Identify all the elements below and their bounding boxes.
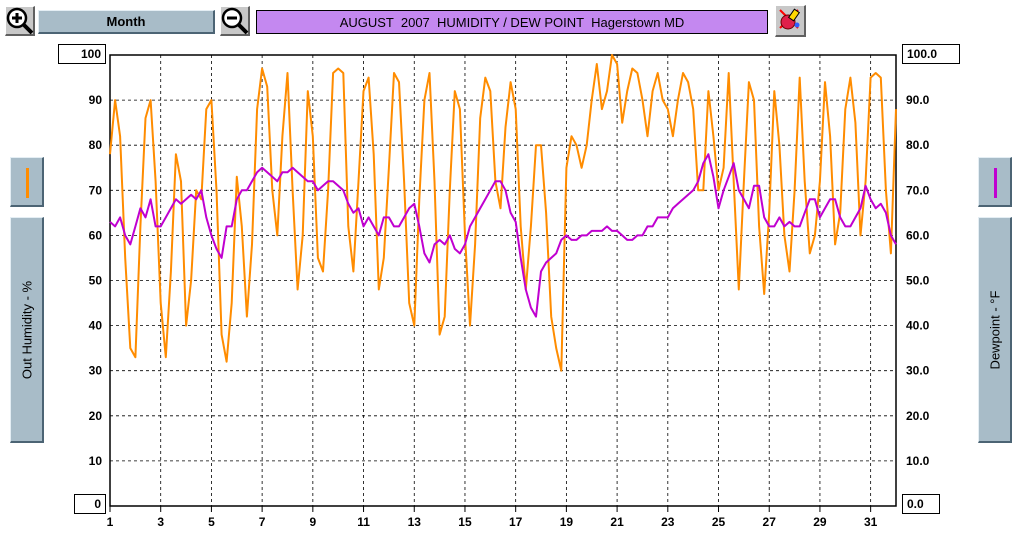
zoom-in-icon [6, 7, 34, 35]
y2-tick-label-90.0: 90.0 [906, 93, 930, 107]
left-axis-label-button[interactable]: Out Humidity - % [10, 217, 44, 443]
right-axis-label-button[interactable]: Dewpoint - °F [978, 217, 1012, 443]
x-tick-label-27: 27 [763, 515, 777, 529]
y2-tick-label-30.0: 30.0 [906, 364, 930, 378]
x-tick-label-25: 25 [712, 515, 726, 529]
chart-title: AUGUST 2007 HUMIDITY / DEW POINT Hagerst… [256, 10, 768, 34]
y-tick-label-90: 90 [89, 93, 103, 107]
y-tick-label-70: 70 [89, 183, 103, 197]
x-tick-label-1: 1 [107, 515, 114, 529]
y2-tick-label-40.0: 40.0 [906, 319, 930, 333]
dewpoint-series-line [109, 153, 897, 318]
y-tick-label-20: 20 [89, 409, 103, 423]
dewpoint-legend-swatch [994, 168, 997, 198]
y-tick-label-30: 30 [89, 364, 103, 378]
zoom-out-button[interactable] [220, 6, 250, 36]
right-axis-min-field[interactable]: 0.0 [902, 494, 940, 514]
humidity-series-line [109, 54, 897, 372]
humidity-legend-swatch [26, 168, 29, 198]
x-tick-label-13: 13 [408, 515, 422, 529]
y-tick-label-10: 10 [89, 454, 103, 468]
period-button[interactable]: Month [38, 10, 215, 34]
dewpoint-legend-button[interactable] [978, 157, 1012, 207]
y-tick-label-60: 60 [89, 228, 103, 242]
y2-tick-label-70.0: 70.0 [906, 183, 930, 197]
x-tick-label-9: 9 [309, 515, 316, 529]
x-tick-label-31: 31 [864, 515, 878, 529]
y2-tick-label-60.0: 60.0 [906, 228, 930, 242]
x-tick-label-23: 23 [661, 515, 675, 529]
left-axis-min-field[interactable]: 0 [74, 494, 106, 514]
y-tick-label-40: 40 [89, 319, 103, 333]
y-tick-label-80: 80 [89, 138, 103, 152]
zoom-in-button[interactable] [5, 6, 35, 36]
plot-border [109, 54, 897, 507]
y2-tick-label-20.0: 20.0 [906, 409, 930, 423]
y2-tick-label-50.0: 50.0 [906, 274, 930, 288]
x-tick-label-11: 11 [357, 515, 370, 529]
y2-tick-label-80.0: 80.0 [906, 138, 930, 152]
x-tick-label-7: 7 [259, 515, 266, 529]
x-tick-label-3: 3 [157, 515, 164, 529]
x-tick-label-17: 17 [509, 515, 523, 529]
x-tick-label-15: 15 [458, 515, 472, 529]
y2-tick-label-10.0: 10.0 [906, 454, 930, 468]
period-label: Month [106, 14, 146, 29]
humidity-legend-button[interactable] [10, 157, 44, 207]
x-tick-label-19: 19 [560, 515, 574, 529]
y-tick-label-50: 50 [89, 274, 103, 288]
right-axis-max-field[interactable]: 100.0 [902, 44, 960, 64]
color-palette-button[interactable] [775, 5, 806, 37]
x-tick-label-5: 5 [208, 515, 215, 529]
left-axis-max-field[interactable]: 100 [58, 44, 106, 64]
color-palette-icon [779, 8, 801, 30]
zoom-out-icon [221, 7, 249, 35]
x-tick-label-21: 21 [610, 515, 624, 529]
x-tick-label-29: 29 [813, 515, 827, 529]
